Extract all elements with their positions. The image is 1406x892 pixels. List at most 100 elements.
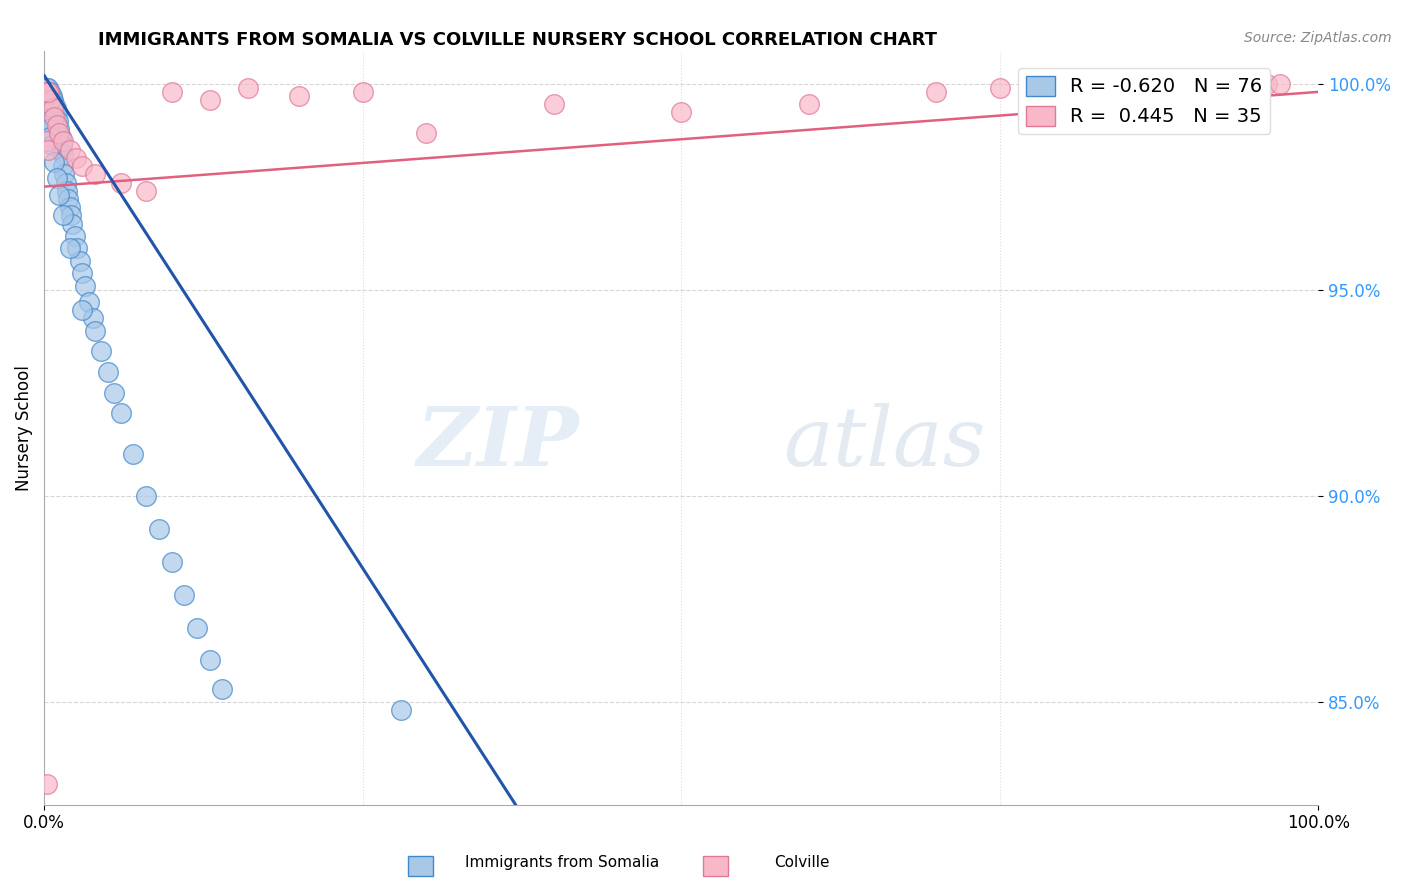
Point <box>543 97 565 112</box>
Point <box>1243 80 1265 95</box>
Point <box>46 113 69 128</box>
Point <box>59 209 82 223</box>
Point <box>42 101 65 115</box>
Point <box>173 588 195 602</box>
Point <box>45 171 67 186</box>
Point <box>66 242 89 256</box>
Point <box>46 126 69 140</box>
Point <box>110 176 132 190</box>
Point <box>90 344 112 359</box>
Point <box>39 93 62 107</box>
Point <box>44 105 66 120</box>
Point <box>48 187 70 202</box>
Point <box>58 242 80 256</box>
Point <box>42 113 65 128</box>
Point <box>69 253 91 268</box>
Point <box>42 101 65 115</box>
Point <box>49 143 72 157</box>
Point <box>1116 80 1139 95</box>
Point <box>35 105 58 120</box>
Point <box>58 143 80 157</box>
Point <box>56 184 79 198</box>
Point <box>38 122 60 136</box>
Point <box>48 126 70 140</box>
Point <box>48 134 70 148</box>
Point <box>45 126 67 140</box>
Point <box>37 113 59 128</box>
Point <box>35 89 58 103</box>
Point <box>39 105 62 120</box>
Point <box>797 97 820 112</box>
Point <box>37 85 59 99</box>
Point <box>48 122 70 136</box>
Point <box>41 97 63 112</box>
Point <box>198 93 221 107</box>
Point <box>160 555 183 569</box>
Point <box>41 110 63 124</box>
Point <box>211 682 233 697</box>
Point <box>41 89 63 103</box>
Text: Source: ZipAtlas.com: Source: ZipAtlas.com <box>1244 31 1392 45</box>
Point <box>37 80 59 95</box>
Text: Immigrants from Somalia: Immigrants from Somalia <box>465 855 659 870</box>
Point <box>925 85 948 99</box>
Point <box>38 85 60 99</box>
Point <box>1268 77 1291 91</box>
Text: IMMIGRANTS FROM SOMALIA VS COLVILLE NURSERY SCHOOL CORRELATION CHART: IMMIGRANTS FROM SOMALIA VS COLVILLE NURS… <box>98 31 938 49</box>
Point <box>198 653 221 667</box>
Point <box>236 80 259 95</box>
Text: Colville: Colville <box>773 855 830 870</box>
Point <box>1256 77 1278 91</box>
Point <box>160 85 183 99</box>
Point <box>110 406 132 420</box>
Point <box>669 105 692 120</box>
Point <box>58 192 80 206</box>
Point <box>45 105 67 120</box>
Point <box>52 146 75 161</box>
Point <box>73 278 96 293</box>
Point <box>52 209 75 223</box>
Point <box>41 138 63 153</box>
Point <box>37 89 59 103</box>
Point <box>103 385 125 400</box>
Point <box>39 85 62 99</box>
Point <box>44 97 66 112</box>
Point <box>39 130 62 145</box>
Point <box>35 97 58 112</box>
Point <box>37 97 59 112</box>
Point <box>135 489 157 503</box>
Point <box>45 118 67 132</box>
Point <box>52 134 75 148</box>
Point <box>1180 77 1202 91</box>
Point <box>63 229 86 244</box>
Point <box>52 159 75 173</box>
Point <box>49 130 72 145</box>
Point <box>38 93 60 107</box>
Point <box>39 93 62 107</box>
Point <box>77 295 100 310</box>
Point <box>1052 85 1074 99</box>
Point <box>37 143 59 157</box>
Text: ZIP: ZIP <box>416 403 579 483</box>
Point <box>122 447 145 461</box>
Point <box>60 217 83 231</box>
Point <box>35 80 58 95</box>
Point <box>82 311 104 326</box>
Point <box>72 303 94 318</box>
Point <box>45 113 67 128</box>
Point <box>34 85 56 99</box>
Point <box>45 101 67 115</box>
Point <box>84 324 107 338</box>
Point <box>84 167 107 181</box>
Point <box>65 151 87 165</box>
Point <box>44 155 66 169</box>
Point <box>135 184 157 198</box>
Point <box>72 266 94 280</box>
Point <box>288 89 311 103</box>
Point <box>97 365 120 379</box>
Point <box>186 620 208 634</box>
Point <box>38 85 60 99</box>
Point <box>44 110 66 124</box>
Legend: R = -0.620   N = 76, R =  0.445   N = 35: R = -0.620 N = 76, R = 0.445 N = 35 <box>1018 68 1271 135</box>
Point <box>55 176 77 190</box>
